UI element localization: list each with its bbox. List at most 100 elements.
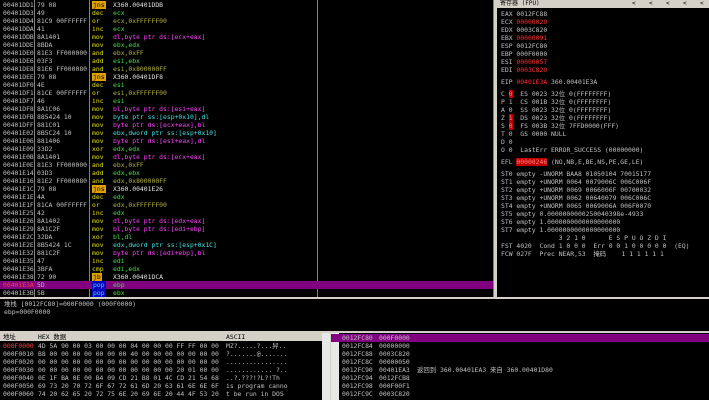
- disasm-row[interactable]: 00401DFB 885424 10 mov byte ptr ss:[esp+0x1…: [0, 113, 493, 121]
- disasm-row[interactable]: 00401DDE 8BDA mov ebx,edx: [0, 41, 493, 49]
- dump-header-hex[interactable]: HEX 数据: [38, 333, 67, 341]
- stack-row[interactable]: 0012FC94 0012FCB8: [331, 374, 709, 382]
- disasm-row[interactable]: 00401E14 03D3 add edx,ebx: [0, 169, 493, 177]
- register-esp[interactable]: ESP 0012FC80: [501, 42, 547, 50]
- flag-value[interactable]: 0: [508, 106, 513, 114]
- disasm-row[interactable]: 00401E38 72 90 jb X360.00401DCA: [0, 273, 493, 281]
- register-value[interactable]: 0003C820: [516, 66, 548, 74]
- flag-value[interactable]: 0: [508, 122, 513, 130]
- disasm-row[interactable]: 00401E1E 4A dec edx: [0, 193, 493, 201]
- fpu-line[interactable]: FCW 027F Prec NEAR,53 掩码 1 1 1 1 1 1: [501, 250, 664, 258]
- disasm-row[interactable]: 00401DE8 81E6 FF000080 and esi,0x800000FF: [0, 65, 493, 73]
- register-value[interactable]: 00000057: [516, 58, 548, 66]
- dump-header-address[interactable]: 地址: [3, 333, 16, 341]
- disasm-row[interactable]: 00401DDB 8A1401 mov dl,byte ptr ds:[ecx+eax…: [0, 33, 493, 41]
- register-value[interactable]: 000F0000: [516, 50, 548, 58]
- disasm-row[interactable]: 00401DE6 03F3 add esi,ebx: [0, 57, 493, 65]
- stack-pane[interactable]: 0012FC80 000F0000 0012FC84 00000000 0012FC88…: [331, 333, 709, 400]
- disasm-row[interactable]: 00401E1F 81CA 00FFFFFF or edx,0xFFFFFF00: [0, 201, 493, 209]
- fpu-line[interactable]: ST4 empty +UNORM 0065 0069006A 006F0070: [501, 202, 652, 210]
- disasm-row[interactable]: 00401DE0 81E3 FF000000 and ebx,0xFF: [0, 49, 493, 57]
- disasm-row[interactable]: 00401DF0 4E dec esi: [0, 81, 493, 89]
- register-value[interactable]: 00000020: [516, 18, 548, 26]
- disasm-row[interactable]: 00401E0B 8A1401 mov dl,byte ptr ds:[ecx+eax…: [0, 153, 493, 161]
- flag-s[interactable]: S 0 FS 003B 32位 7FFD0000(FFF): [501, 122, 619, 130]
- register-value[interactable]: 00401E3A: [516, 78, 548, 86]
- fpu-line[interactable]: ST0 empty -UNORM BAA8 01050104 70015177: [501, 170, 652, 178]
- disasm-row[interactable]: 00401E02 8B5C24 10 mov ebx,dword ptr ss:[es…: [0, 129, 493, 137]
- disasm-row[interactable]: 00401E09 33D2 xor edx,edx: [0, 145, 493, 153]
- disasm-row[interactable]: 00401E0E 81E3 FF000000 and ebx,0xFF: [0, 161, 493, 169]
- fpu-line[interactable]: ST7 empty 1.0000000000000000000: [501, 226, 621, 234]
- disasm-row[interactable]: 00401DDA 41 inc ecx: [0, 25, 493, 33]
- disasm-row[interactable]: 00401DF1 81CE 00FFFFFF or esi,0xFFFFFF00: [0, 89, 493, 97]
- dump-row[interactable]: 000F0060 74 20 62 65 20 72 75 6E 20 69 6E…: [0, 390, 330, 398]
- disasm-row[interactable]: 00401E36 3BFA cmp edi,edx: [0, 265, 493, 273]
- stack-row[interactable]: 0012FC80 000F0000: [331, 334, 709, 342]
- disasm-row[interactable]: 00401DF7 46 inc esi: [0, 97, 493, 105]
- registers-pane[interactable]: 寄存器 (FPU) < < < < < EAX 0012FC88 ECX 00000020 E…: [497, 0, 709, 297]
- register-edi[interactable]: EDI 0003C820: [501, 66, 547, 74]
- dump-row[interactable]: 000F0040 0E 1F BA 0E 00 B4 09 CD 21 B8 01…: [0, 374, 330, 382]
- collapse-arrow-button[interactable]: <: [666, 0, 670, 7]
- disasm-row[interactable]: 00401E06 881406 mov byte ptr ds:[esi+eax],d…: [0, 137, 493, 145]
- dump-row[interactable]: 000F0020 00 00 00 00 00 00 00 00 00 00 00…: [0, 358, 330, 366]
- flag-d[interactable]: D 0: [501, 138, 520, 146]
- disassembly-pane[interactable]: 00401DD1 79 08 jns X360.00401DDB 00401DD3 49 d…: [0, 0, 494, 297]
- flag-value[interactable]: 1: [508, 98, 513, 106]
- stack-row[interactable]: 0012FC98 000F00F1: [331, 382, 709, 390]
- register-efl[interactable]: EFL 00000246 (NO,NB,E,BE,NS,PE,GE,LE): [501, 158, 643, 166]
- flag-value[interactable]: 0: [508, 138, 513, 146]
- register-value[interactable]: 00000091: [516, 34, 548, 42]
- fpu-line[interactable]: FST 4020 Cond 1 0 0 0 Err 0 0 1 0 0 0 0 …: [501, 242, 690, 250]
- flag-value[interactable]: 0: [508, 146, 513, 154]
- register-esi[interactable]: ESI 00000057: [501, 58, 547, 66]
- flag-value[interactable]: 0: [508, 90, 513, 98]
- fpu-line[interactable]: ST5 empty 0.0000000000250040398e-4933: [501, 210, 644, 218]
- stack-row[interactable]: 0012FC84 00000000: [331, 342, 709, 350]
- fpu-line[interactable]: 3 2 1 0 E S P U O Z D I: [501, 234, 667, 242]
- flag-p[interactable]: P 1 CS 001B 32位 0(FFFFFFFF): [501, 98, 611, 106]
- flag-t[interactable]: T 0 GS 0000 NULL: [501, 130, 566, 138]
- disasm-row[interactable]: 00401DF8 8A1C06 mov bl,byte ptr ds:[esi+eax…: [0, 105, 493, 113]
- flag-a[interactable]: A 0 SS 0023 32位 0(FFFFFFFF): [501, 106, 611, 114]
- flag-z[interactable]: Z 1 DS 0023 32位 0(FFFFFFFF): [501, 114, 611, 122]
- disasm-row[interactable]: 00401E2C 32DA xor bl,dl: [0, 233, 493, 241]
- flag-value[interactable]: 1: [508, 114, 513, 122]
- disasm-row[interactable]: 00401E3B 5B pop ebx: [0, 289, 493, 297]
- flag-c[interactable]: C 0 ES 0023 32位 0(FFFFFFFF): [501, 90, 611, 98]
- dump-row[interactable]: 000F0030 00 00 00 00 00 00 00 00 00 00 00…: [0, 366, 330, 374]
- disasm-row[interactable]: 00401DEE 79 08 jns X360.00401DF8: [0, 73, 493, 81]
- disasm-row[interactable]: 00401E2E 8B5424 1C mov edx,dword ptr ss:[es…: [0, 241, 493, 249]
- register-eip[interactable]: EIP 00401E3A 360.00401E3A: [501, 78, 597, 86]
- register-eax[interactable]: EAX 0012FC88: [501, 10, 547, 18]
- register-ebx[interactable]: EBX 00000091: [501, 34, 547, 42]
- fpu-line[interactable]: ST2 empty +UNORM 0069 0066006F 00700032: [501, 186, 652, 194]
- stack-row[interactable]: 0012FC8C 00000050: [331, 358, 709, 366]
- disasm-row[interactable]: 00401DFF 881C01 mov byte ptr ds:[ecx+eax],b…: [0, 121, 493, 129]
- fpu-line[interactable]: ST3 empty +UNORM 0062 00640079 006C006C: [501, 194, 652, 202]
- stack-row[interactable]: 0012FC90 00401EA3 返回到 360.00401EA3 来自 360.…: [331, 366, 709, 374]
- register-value[interactable]: 00000246: [516, 158, 548, 166]
- register-edx[interactable]: EDX 0003C820: [501, 26, 547, 34]
- dump-row[interactable]: 000F0050 69 73 20 70 72 6F 67 72 61 6D 20…: [0, 382, 330, 390]
- register-value[interactable]: 0003C820: [516, 26, 548, 34]
- register-value[interactable]: 0012FC88: [516, 10, 548, 18]
- dump-header-ascii[interactable]: ASCII: [226, 333, 246, 341]
- memory-dump-pane[interactable]: 地址 HEX 数据 ASCII 000F0000 4D 5A 90 00 03 0…: [0, 333, 330, 400]
- dump-row[interactable]: 000F0010 B8 00 00 00 00 00 00 00 40 00 00…: [0, 350, 330, 358]
- disasm-row[interactable]: 00401E35 47 inc edi: [0, 257, 493, 265]
- disasm-row[interactable]: 00401E26 8A1402 mov dl,byte ptr ds:[edx+eax…: [0, 217, 493, 225]
- register-ecx[interactable]: ECX 00000020: [501, 18, 547, 26]
- dump-row[interactable]: 000F0000 4D 5A 90 00 03 00 00 00 04 00 00…: [0, 342, 330, 350]
- stack-row[interactable]: 0012FC9C 0003C820: [331, 390, 709, 398]
- dump-scrollbar[interactable]: [322, 333, 330, 400]
- register-ebp[interactable]: EBP 000F0000: [501, 50, 547, 58]
- register-value[interactable]: 0012FC80: [516, 42, 548, 50]
- stack-scrollbar[interactable]: [331, 333, 339, 400]
- stack-row[interactable]: 0012FC88 0003C820: [331, 350, 709, 358]
- disasm-row[interactable]: 00401DD1 79 08 jns X360.00401DDB: [0, 1, 493, 9]
- collapse-arrow-button[interactable]: <: [700, 0, 704, 7]
- collapse-arrow-button[interactable]: <: [683, 0, 687, 7]
- fpu-line[interactable]: ST6 empty 1.0000000000000000000: [501, 218, 621, 226]
